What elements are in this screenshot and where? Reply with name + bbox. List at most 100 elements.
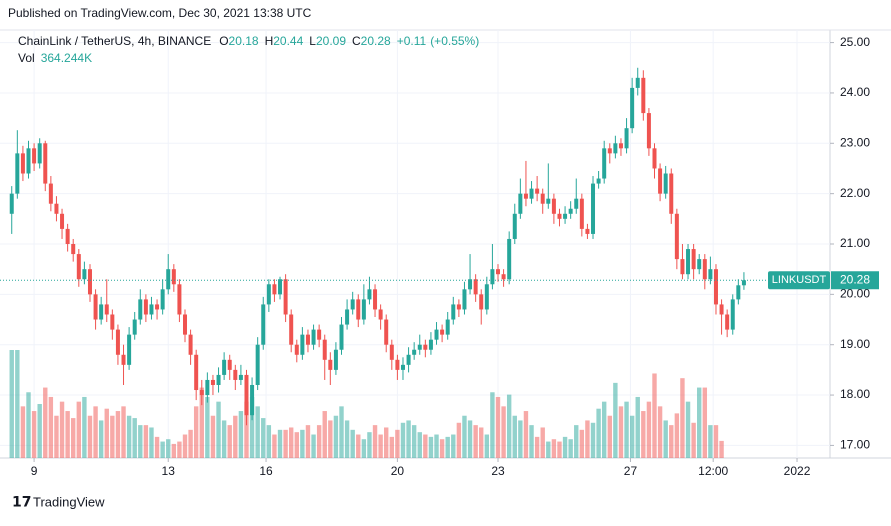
volume-bar (76, 401, 82, 458)
candle-body (602, 148, 607, 179)
volume-bar (93, 406, 98, 458)
candle-body (138, 299, 143, 320)
candle-body (389, 344, 394, 360)
volume-bar (423, 434, 428, 458)
volume-bar (384, 427, 389, 458)
volume-bar (641, 411, 646, 458)
volume-bar (115, 411, 121, 458)
candle-body (423, 344, 428, 350)
volume-bar (104, 408, 109, 458)
candle-body (155, 304, 160, 310)
candle-body (311, 329, 316, 345)
candle-body (60, 213, 65, 229)
candle-body (406, 354, 411, 365)
volume-bar (495, 396, 501, 458)
candle-body (317, 329, 322, 340)
candle-body (691, 249, 696, 270)
candle-body (736, 285, 741, 300)
volume-bar (82, 396, 87, 458)
volume-bar (501, 406, 506, 458)
candle-body (702, 259, 707, 280)
legend-key: C (352, 34, 361, 48)
volume-bar (210, 415, 216, 458)
candle-body (350, 299, 355, 310)
candle-body (300, 334, 305, 355)
volume-bar (697, 387, 702, 458)
volume-bar (182, 434, 188, 458)
candle-body (529, 188, 534, 199)
volume-bar (529, 425, 534, 458)
volume-bar (356, 434, 361, 458)
candle-body (652, 148, 657, 169)
volume-bar (590, 422, 596, 458)
price-tag-text: 20.28 (840, 272, 870, 286)
volume-bar (445, 436, 450, 458)
candle-body (591, 183, 596, 234)
volume-bar (138, 425, 143, 458)
volume-bar (702, 387, 708, 458)
y-tick-label: 19.00 (840, 337, 870, 351)
candle-body (697, 259, 702, 270)
volume-bar (601, 401, 607, 458)
volume-bar (557, 441, 562, 458)
volume-bar (149, 427, 154, 458)
candle-body (15, 153, 20, 194)
candle-body (473, 279, 478, 295)
candle-body (445, 319, 450, 335)
y-tick-label: 17.00 (840, 438, 870, 452)
candle-body (658, 168, 663, 194)
candle-body (261, 304, 266, 345)
y-tick-label: 21.00 (840, 236, 870, 250)
legend-change-pct: (+0.55%) (430, 34, 479, 48)
candle-body (32, 148, 37, 164)
volume-bar (71, 418, 76, 458)
legend-value: 20.18 (229, 34, 259, 48)
volume-bar (98, 420, 104, 458)
volume-bar (261, 418, 266, 458)
volume-bar (512, 415, 517, 458)
y-tick-label: 25.00 (840, 35, 870, 49)
candle-body (613, 143, 618, 154)
candle-body (551, 198, 556, 214)
candle-body (205, 379, 210, 396)
volume-bar (411, 425, 417, 458)
legend-key: H (265, 34, 274, 48)
legend-value: 20.09 (316, 34, 346, 48)
volume-bar (596, 408, 601, 458)
candle-body (160, 289, 165, 310)
legend-symbol: ChainLink / TetherUS, 4h, BINANCE (18, 34, 211, 48)
candle-body (37, 143, 42, 164)
volume-bar (646, 401, 652, 458)
volume-bar (43, 387, 48, 458)
x-tick-label: 9 (31, 464, 38, 478)
candle-body (512, 213, 517, 239)
y-tick-label: 18.00 (840, 387, 870, 401)
volume-bar (551, 439, 557, 458)
x-tick-label: 13 (162, 464, 176, 478)
candle-body (725, 314, 730, 330)
volume-bar (629, 415, 635, 458)
candle-body (177, 284, 182, 315)
volume-bar (657, 406, 663, 458)
candle-body (266, 284, 271, 305)
volume-bar (288, 427, 294, 458)
candle-body (143, 299, 148, 315)
candle-body (54, 203, 59, 214)
volume-bar (680, 378, 685, 458)
volume-bar (322, 411, 327, 458)
candle-body (417, 344, 422, 350)
candle-body (127, 334, 132, 365)
candle-body (194, 354, 199, 391)
volume-bar (166, 439, 171, 458)
volume-bar (372, 425, 378, 458)
candle-body (93, 294, 98, 320)
candle-body (82, 269, 87, 280)
volume-bar (132, 418, 137, 458)
volume-bar (31, 411, 37, 458)
candle-body (563, 213, 568, 219)
volume-bar (473, 425, 478, 458)
x-tick-label: 16 (259, 464, 273, 478)
candle-body (104, 304, 109, 315)
legend-vol-value: 364.244K (41, 51, 92, 65)
